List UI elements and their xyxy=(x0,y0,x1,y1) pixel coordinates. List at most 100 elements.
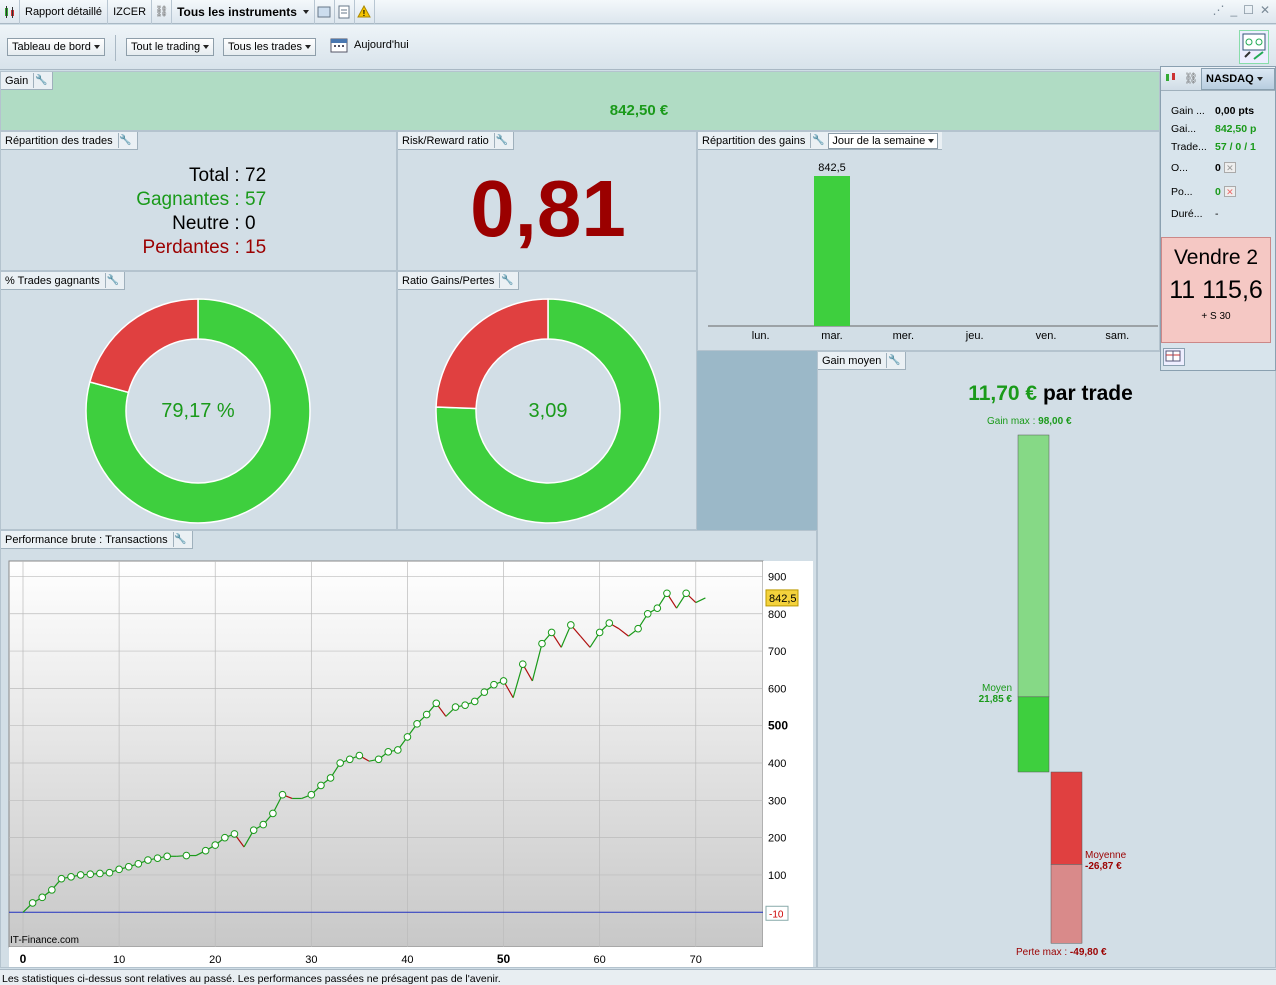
instruments-dropdown[interactable]: Tous les instruments xyxy=(172,0,315,24)
wrench-icon[interactable]: 🔧 xyxy=(886,353,901,368)
today-button[interactable]: Aujourd'hui xyxy=(330,37,409,53)
loss-value: 15 xyxy=(245,237,267,258)
x-tick-label: 30 xyxy=(305,954,317,966)
total-value: 72 xyxy=(245,165,267,186)
equity-segment xyxy=(695,597,706,604)
gain-moyen-panel: Gain moyen 🔧 11,70 € par trade Gain max :… xyxy=(817,351,1276,968)
wrench-icon[interactable]: 🔧 xyxy=(493,133,509,148)
toolbar-divider xyxy=(115,35,116,61)
equity-point xyxy=(48,886,56,894)
equity-point xyxy=(394,746,402,754)
link-icon[interactable]: ⛓ xyxy=(152,0,173,24)
performance-title: Performance brute : Transactions 🔧 xyxy=(1,531,193,549)
repartition-gains-label: Répartition des gains xyxy=(702,134,806,147)
sell-button[interactable]: Vendre 2 11 115,6 + S 30 xyxy=(1161,237,1271,343)
dashboard-dropdown[interactable]: Tableau de bord xyxy=(7,38,105,56)
equity-point xyxy=(57,874,66,883)
side-row-value: 0,00 pts xyxy=(1215,105,1255,117)
close-icon[interactable]: ✕ xyxy=(1259,3,1270,17)
close-icon[interactable]: ✕ xyxy=(1223,186,1236,197)
period-dropdown[interactable]: Jour de la semaine xyxy=(828,132,939,149)
avg-gain-value: 11,70 € xyxy=(968,382,1038,405)
wrench-icon[interactable]: 🔧 xyxy=(117,133,132,148)
warning-icon[interactable]: ! xyxy=(355,0,375,24)
repartition-trades-panel: Répartition des trades 🔧 Total : 72 Gagna… xyxy=(0,131,397,271)
equity-point xyxy=(76,871,85,879)
total-label: Total : xyxy=(189,165,240,186)
candlestick-icon[interactable] xyxy=(1161,70,1181,87)
wrench-icon[interactable]: 🔧 xyxy=(499,273,514,288)
candlestick-icon[interactable] xyxy=(0,0,20,24)
x-tick-label: 70 xyxy=(690,954,702,966)
trades-dropdown[interactable]: Tous les trades xyxy=(223,38,316,56)
wrench-icon[interactable]: 🔧 xyxy=(810,133,825,148)
report-title: Rapport détaillé xyxy=(20,0,109,24)
loss-label: Perdantes : xyxy=(142,237,240,258)
table-icon[interactable] xyxy=(1163,348,1185,366)
equity-point xyxy=(182,851,191,860)
equity-segment xyxy=(531,643,543,682)
avg-win-text: Moyen xyxy=(981,683,1012,694)
export-icon[interactable] xyxy=(315,0,335,24)
link-icon[interactable]: ⛓ xyxy=(1184,73,1198,85)
wrench-icon[interactable]: 🔧 xyxy=(33,73,48,88)
equity-point xyxy=(422,710,431,719)
gain-panel: Gain 🔧 842,50 € xyxy=(0,71,1160,131)
ratio-gp-label: Ratio Gains/Pertes xyxy=(402,274,495,287)
equity-point xyxy=(461,701,469,709)
footer-disclaimer: Les statistiques ci-dessus sont relative… xyxy=(0,969,1276,985)
side-row-value: 0 xyxy=(1215,162,1221,174)
equity-point xyxy=(643,609,652,618)
wrench-icon[interactable]: 🔧 xyxy=(172,532,187,547)
equity-point xyxy=(345,755,354,764)
side-header: ⛓ NASDAQ xyxy=(1161,67,1275,91)
max-loss-label: Perte max : -49,80 € xyxy=(1016,947,1107,958)
zero-label: -10 xyxy=(769,909,784,920)
chevron-down-icon xyxy=(928,138,935,143)
gain-moyen-chart xyxy=(1017,434,1083,944)
equity-point xyxy=(153,854,162,862)
side-row: Trade... 57 / 0 / 1 xyxy=(1171,141,1275,162)
side-row-value: 842,50 p xyxy=(1215,123,1257,135)
market-dropdown[interactable]: NASDAQ xyxy=(1201,67,1275,90)
side-stats: Gain ... 0,00 pts Gai... 842,50 p Trade...… xyxy=(1171,105,1275,226)
svg-text:!: ! xyxy=(363,9,366,18)
equity-point xyxy=(278,790,287,799)
zero-label-box xyxy=(765,905,789,921)
max-loss-bar xyxy=(1050,864,1083,944)
account-name[interactable]: IZCER xyxy=(108,0,153,24)
maximize-icon[interactable]: ☐ xyxy=(1243,3,1254,17)
gain-value: 842,50 € xyxy=(609,102,669,119)
x-axis-area xyxy=(9,947,763,967)
donut-loss-slice xyxy=(88,298,199,394)
avg-loss-bar xyxy=(1050,771,1083,865)
side-row: O... 0 ✕ xyxy=(1171,162,1275,186)
trade-counts: Total : 72 Gagnantes : 57 Neutre : 0 Per… xyxy=(1,164,267,260)
equity-point xyxy=(374,755,383,764)
avg-gain-suffix: par trade xyxy=(1042,382,1133,405)
market-label: NASDAQ xyxy=(1206,72,1254,85)
report-settings-icon[interactable] xyxy=(1239,30,1269,64)
last-value-label: 842,5 xyxy=(769,593,797,605)
gain-title-label: Gain xyxy=(5,74,29,87)
trading-dropdown[interactable]: Tout le trading xyxy=(126,38,215,56)
share-icon[interactable]: ⋰ xyxy=(1212,3,1225,17)
equity-point xyxy=(518,660,527,668)
wrench-icon[interactable]: 🔧 xyxy=(104,273,120,288)
minimize-icon[interactable]: _ xyxy=(1230,3,1238,17)
document-icon[interactable] xyxy=(335,0,355,24)
pct-win-panel: % Trades gagnants 🔧 79,17 % xyxy=(0,271,397,530)
y-tick-label: 800 xyxy=(768,609,786,621)
performance-line-chart[interactable]: 0 10 20 30 40 50 60 70 100 200 300 400 500 600 700 800 9… xyxy=(1,531,817,968)
weekday-tick-label: sam. xyxy=(1105,330,1129,342)
equity-point xyxy=(221,833,229,842)
weekday-tick-label: mer. xyxy=(893,330,914,342)
side-row: Gai... 842,50 p xyxy=(1171,123,1275,141)
y-tick-label: 400 xyxy=(768,758,786,770)
equity-point xyxy=(269,809,277,818)
weekday-tick-label: jeu. xyxy=(965,330,984,342)
equity-point xyxy=(326,774,335,782)
close-icon[interactable]: ✕ xyxy=(1223,162,1236,173)
chevron-down-icon xyxy=(304,45,311,50)
side-row-key: Duré... xyxy=(1171,208,1203,220)
